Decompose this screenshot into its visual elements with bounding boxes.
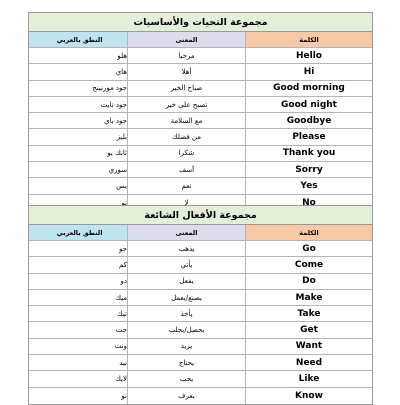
pronunciation-cell: ثانك يو xyxy=(29,145,128,162)
word-cell: Good morning xyxy=(273,83,345,94)
meaning-cell: يحصل/يجلب xyxy=(128,322,246,338)
table-row: دو يفعل Do xyxy=(29,273,372,290)
meaning-cell: أهلا xyxy=(128,64,246,80)
word-cell: Come xyxy=(294,259,324,270)
word-cell: Do xyxy=(302,276,316,287)
table-row: جود نايت تصبح على خير Good night xyxy=(29,96,372,114)
pronunciation-cell: ونت xyxy=(29,338,128,355)
greetings-table: مجموعة التحيات والأساسيات النطق بالعربي … xyxy=(28,12,373,212)
table-header-row: النطق بالعربي المعنى الكلمة xyxy=(29,32,372,48)
meaning-cell: لا xyxy=(128,194,246,211)
table-row: نيد يحتاج Need xyxy=(29,355,372,372)
table-row: ميك يصنع/يعمل Make xyxy=(29,289,372,307)
table-row: ونت يريد Want xyxy=(29,338,372,356)
pronunciation-cell: سوري xyxy=(29,162,128,178)
pronunciation-cell: جود نايت xyxy=(29,96,128,113)
table-title: مجموعة التحيات والأساسيات xyxy=(29,13,372,32)
table-row: تيك يأخذ Take xyxy=(29,306,372,323)
table-header-row: النطق بالعربي المعنى الكلمة xyxy=(29,225,372,241)
word-cell: Good night xyxy=(281,99,337,110)
table-row: هلو مرحبا Hello xyxy=(29,48,372,65)
pronunciation-cell: تيك xyxy=(29,306,128,322)
header-pronunciation: النطق بالعربي xyxy=(29,32,128,47)
table-row: جود مورنينج صباح الخير Good morning xyxy=(29,80,372,97)
word-cell: Take xyxy=(297,308,321,319)
word-cell: Sorry xyxy=(295,164,323,175)
word-cell: Hi xyxy=(303,66,315,77)
table-row: كم يأتي Come xyxy=(29,257,372,274)
meaning-cell: يعرف xyxy=(128,387,246,404)
table-row: هاي أهلا Hi xyxy=(29,64,372,81)
pronunciation-cell: يس xyxy=(29,178,128,194)
table-row: نو يعرف Know xyxy=(29,387,372,404)
table-row: يس نعم Yes xyxy=(29,178,372,195)
pronunciation-cell: لايك xyxy=(29,371,128,387)
meaning-cell: يصنع/يعمل xyxy=(128,289,246,306)
meaning-cell: يحب xyxy=(128,371,246,387)
meaning-cell: يحتاج xyxy=(128,355,246,371)
meaning-cell: يأتي xyxy=(128,257,246,273)
table-row: جو يذهب Go xyxy=(29,241,372,258)
meaning-cell: صباح الخير xyxy=(128,80,246,96)
meaning-cell: يفعل xyxy=(128,273,246,289)
pronunciation-cell: نيد xyxy=(29,355,128,371)
table-row: بليز من فضلك Please xyxy=(29,129,372,146)
header-word: الكلمة xyxy=(246,225,372,240)
word-cell: Please xyxy=(292,132,326,143)
table-row: ثانك يو شكرا Thank you xyxy=(29,145,372,163)
meaning-cell: آسف xyxy=(128,162,246,178)
table-row: سوري آسف Sorry xyxy=(29,162,372,179)
meaning-cell: يريد xyxy=(128,338,246,355)
meaning-cell: يذهب xyxy=(128,241,246,257)
pronunciation-cell: جت xyxy=(29,322,128,338)
table-row: نو لا No xyxy=(29,194,372,211)
word-cell: No xyxy=(302,197,316,208)
word-cell: Need xyxy=(295,357,323,368)
header-meaning: المعنى xyxy=(128,32,246,47)
meaning-cell: مع السلامة xyxy=(128,113,246,129)
pronunciation-cell: نو xyxy=(29,194,128,211)
word-cell: Get xyxy=(300,325,318,336)
table-row: لايك يحب Like xyxy=(29,371,372,388)
word-cell: Make xyxy=(295,292,323,303)
word-cell: Know xyxy=(295,390,323,401)
meaning-cell: تصبح على خير xyxy=(128,96,246,113)
table-row: جود باي مع السلامة Goodbye xyxy=(29,113,372,130)
pronunciation-cell: كم xyxy=(29,257,128,273)
word-cell: Go xyxy=(302,243,316,254)
pronunciation-cell: جود مورنينج xyxy=(29,80,128,96)
header-word: الكلمة xyxy=(246,32,372,47)
word-cell: Yes xyxy=(300,181,318,192)
verbs-table: مجموعة الأفعال الشائعة النطق بالعربي الم… xyxy=(28,205,373,405)
table-title: مجموعة الأفعال الشائعة xyxy=(29,206,372,225)
word-cell: Want xyxy=(295,341,323,352)
pronunciation-cell: جو xyxy=(29,241,128,257)
word-cell: Thank you xyxy=(282,148,336,159)
meaning-cell: من فضلك xyxy=(128,129,246,145)
word-cell: Goodbye xyxy=(286,115,332,126)
meaning-cell: مرحبا xyxy=(128,48,246,64)
pronunciation-cell: جود باي xyxy=(29,113,128,129)
pronunciation-cell: ميك xyxy=(29,289,128,306)
header-pronunciation: النطق بالعربي xyxy=(29,225,128,240)
meaning-cell: نعم xyxy=(128,178,246,194)
header-meaning: المعنى xyxy=(128,225,246,240)
pronunciation-cell: دو xyxy=(29,273,128,289)
meaning-cell: يأخذ xyxy=(128,306,246,322)
word-cell: Hello xyxy=(296,50,322,61)
table-row: جت يحصل/يجلب Get xyxy=(29,322,372,339)
pronunciation-cell: هاي xyxy=(29,64,128,80)
word-cell: Like xyxy=(298,374,320,385)
meaning-cell: شكرا xyxy=(128,145,246,162)
pronunciation-cell: نو xyxy=(29,387,128,404)
pronunciation-cell: بليز xyxy=(29,129,128,145)
pronunciation-cell: هلو xyxy=(29,48,128,64)
